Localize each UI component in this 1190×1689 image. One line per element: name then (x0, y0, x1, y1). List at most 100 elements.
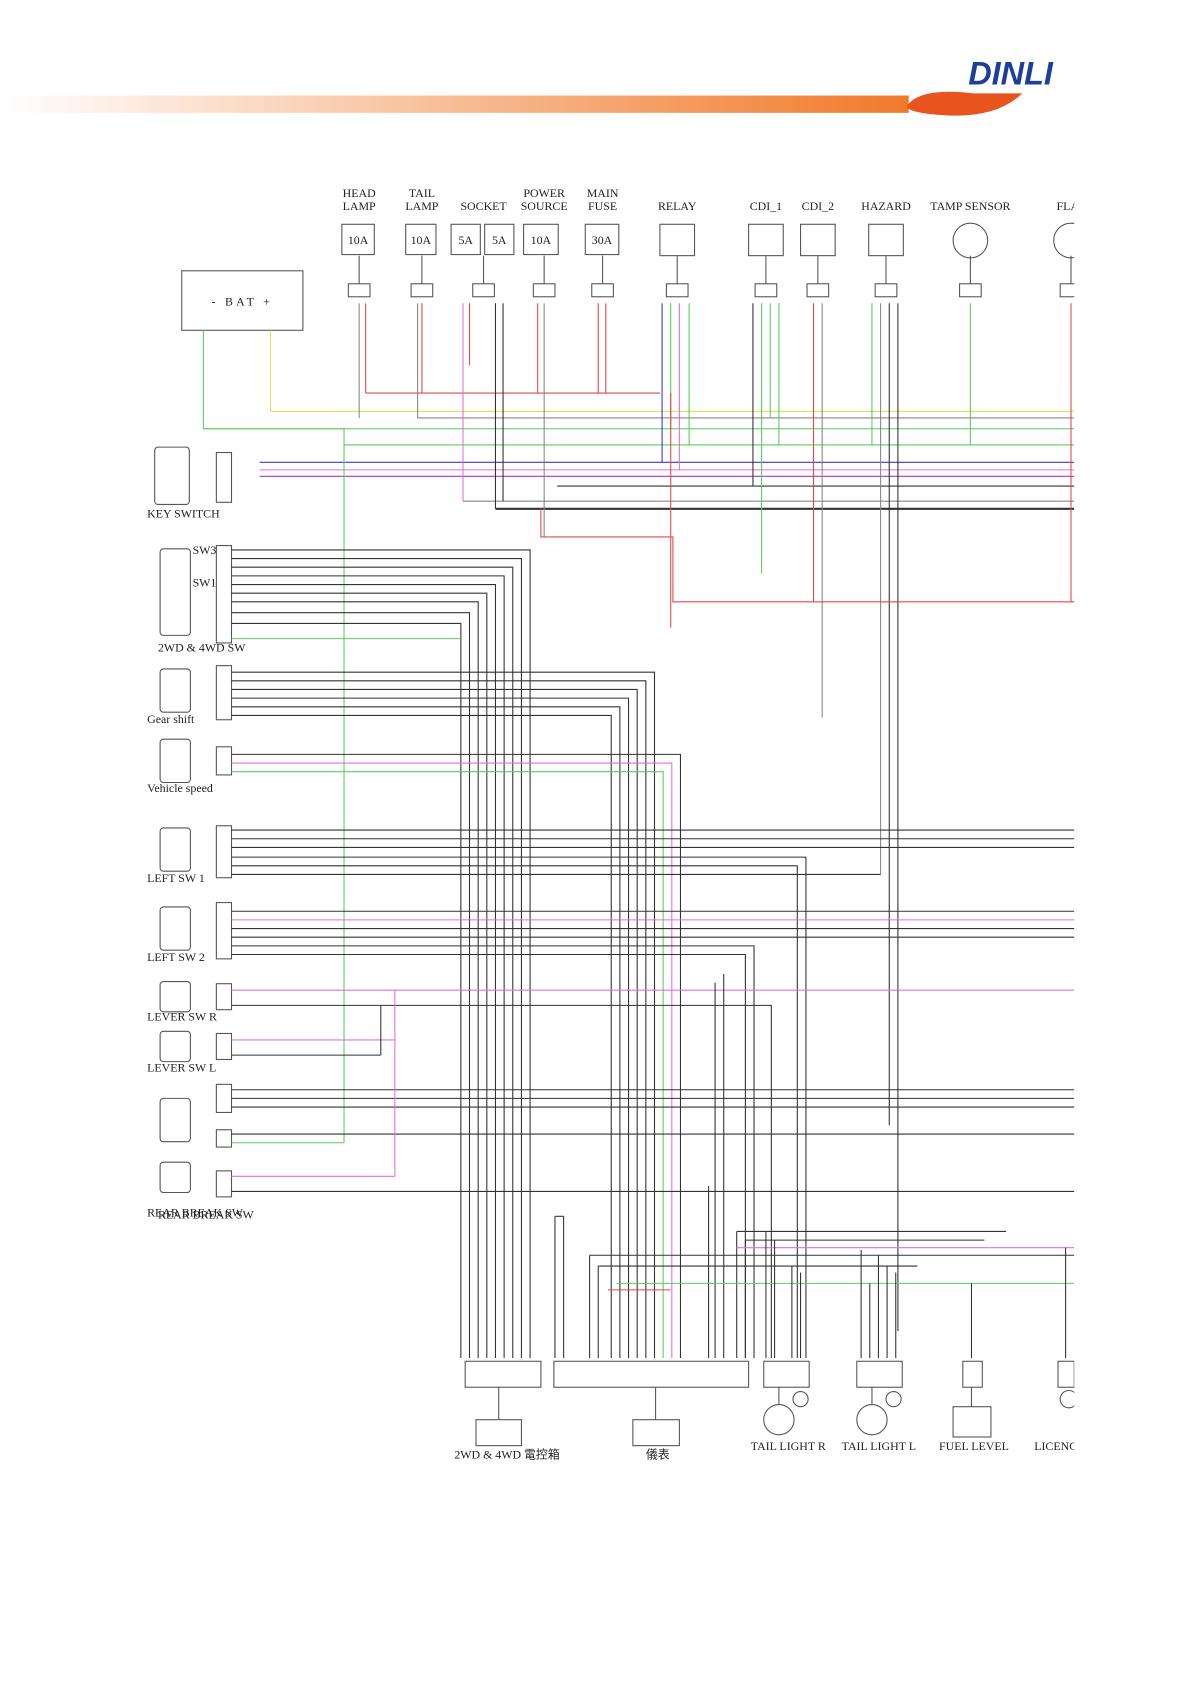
wire (231, 706, 621, 1359)
component-label: HAZARD (861, 199, 911, 213)
component-label: POWER (523, 186, 565, 200)
sensor (1053, 222, 1075, 259)
battery-box (181, 270, 304, 331)
connector (215, 746, 233, 776)
component-label: LEFT SW 2 (147, 950, 205, 964)
wire (231, 945, 755, 1359)
component-label: CDI_2 (802, 199, 834, 213)
connector (1057, 1360, 1075, 1388)
fuse-box (484, 223, 515, 256)
connector (215, 1083, 233, 1113)
fuse-rating: 30A (592, 233, 613, 247)
connector (591, 283, 614, 298)
component-box (154, 446, 190, 506)
wire (231, 558, 522, 1359)
connector (215, 902, 233, 960)
wire (231, 714, 612, 1359)
component-label: FLAS (1056, 199, 1085, 213)
connector (464, 1360, 542, 1388)
component-label: MAIN (587, 186, 619, 200)
component-label: TAMP SENSOR (930, 199, 1010, 213)
wire (540, 508, 1075, 603)
fuse-box (523, 223, 559, 256)
component-box (159, 981, 191, 1013)
component-label: LICENC (1034, 1439, 1077, 1453)
component-label: 儀表 (646, 1448, 670, 1462)
logo: DINLI (968, 56, 1054, 92)
connector (763, 1360, 810, 1388)
connector (1059, 283, 1075, 298)
component-label: HEAD (343, 186, 376, 200)
wire (231, 753, 682, 1359)
component-label: REAR BREAK SW (147, 1205, 244, 1219)
fuse-rating: 5A (492, 233, 507, 247)
connector (532, 283, 556, 298)
component-label: LEVER SW R (147, 1010, 217, 1024)
connector (410, 283, 434, 298)
connector (215, 1129, 233, 1148)
fuse-rating: 5A (458, 233, 473, 247)
connector (553, 1360, 750, 1388)
component-label: 2WD & 4WD SW (158, 641, 246, 655)
component-box (475, 1419, 522, 1447)
component-label: RELAY (658, 199, 697, 213)
logo-swoosh (906, 91, 1023, 116)
component-label: 2WD & 4WD 電控箱 (454, 1448, 559, 1462)
connector (215, 452, 233, 503)
wire (202, 330, 345, 1143)
connector (856, 1360, 903, 1388)
wire (231, 697, 630, 1359)
connector (215, 1170, 233, 1198)
component-box (659, 223, 696, 257)
lamp (856, 1404, 888, 1436)
component-label: LEFT SW 1 (147, 871, 205, 885)
sensor (952, 222, 989, 259)
component-label: Gear shift (147, 712, 195, 726)
component-box (159, 1161, 191, 1194)
component-box (159, 548, 191, 636)
lamp (1059, 1389, 1075, 1409)
wire (231, 680, 647, 1359)
connector (959, 283, 982, 298)
component-label: Vehicle speed (147, 781, 213, 795)
wire (231, 566, 514, 1359)
wire (231, 671, 656, 1359)
wire (231, 592, 488, 1359)
component-label: LEVER SW L (147, 1060, 216, 1074)
component-label: LAMP (343, 199, 376, 213)
component-box (159, 906, 191, 951)
component-label: TAIL (409, 186, 435, 200)
fuse-box (584, 223, 620, 256)
component-label: TAIL LIGHT L (842, 1439, 916, 1453)
connector (215, 545, 233, 644)
wire (231, 583, 497, 1359)
component-label: SOCKET (460, 199, 507, 213)
component-box (159, 1097, 191, 1143)
connector (962, 1360, 983, 1388)
connector (665, 283, 689, 298)
connector (215, 1032, 233, 1060)
connector (874, 283, 898, 298)
component-box (868, 223, 904, 257)
wire (231, 601, 479, 1359)
fuse-box (341, 223, 375, 256)
lamp (885, 1391, 902, 1408)
wire (231, 612, 471, 1359)
component-label: SW3 (193, 543, 217, 557)
wire (231, 953, 746, 1359)
connector (754, 283, 778, 298)
connector (806, 283, 830, 298)
component-box (159, 1030, 191, 1063)
component-label: TAIL LIGHT R (751, 1439, 826, 1453)
component-label: FUSE (588, 199, 617, 213)
fuse-rating: 10A (348, 233, 369, 247)
component-label: SW1 (193, 576, 217, 590)
connector (215, 665, 233, 721)
component-label: SOURCE (521, 199, 568, 213)
battery-label: - BAT + (212, 294, 274, 308)
fuse-rating: 10A (531, 233, 552, 247)
connector (215, 983, 233, 1011)
